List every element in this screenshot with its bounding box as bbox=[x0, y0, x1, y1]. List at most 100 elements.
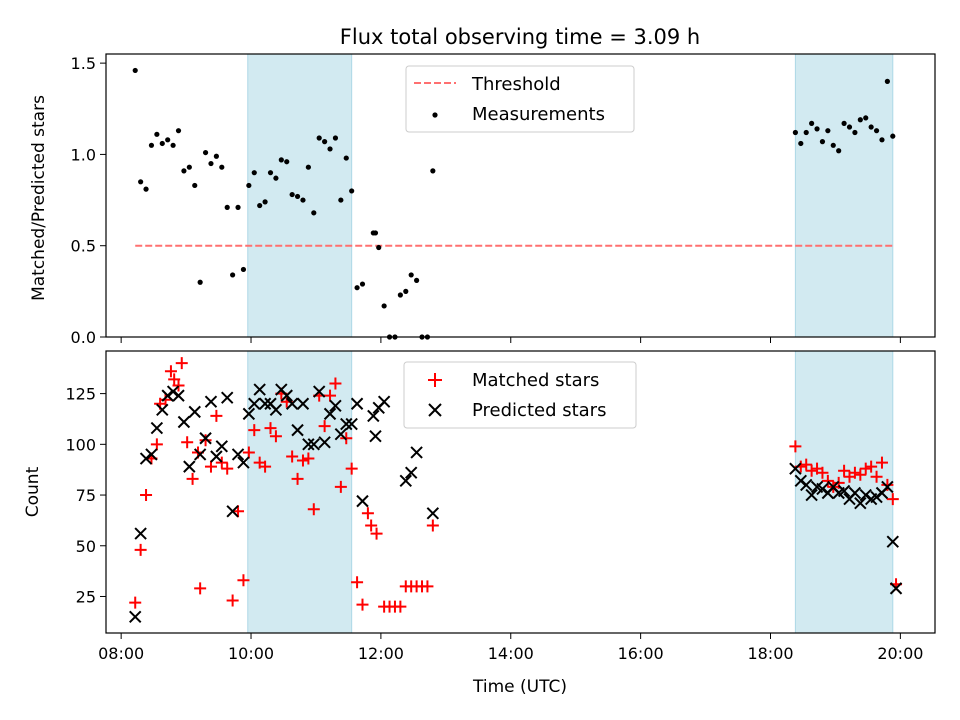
matched-star-marker bbox=[286, 450, 299, 463]
measurement-point bbox=[219, 164, 225, 170]
predicted-star-marker bbox=[377, 395, 391, 408]
predicted-star-marker bbox=[886, 535, 899, 548]
predicted-star-marker bbox=[156, 403, 169, 417]
measurement-point bbox=[372, 230, 379, 236]
measurement-point bbox=[159, 140, 165, 147]
matched-star-marker bbox=[426, 519, 439, 532]
predicted-star-marker bbox=[356, 494, 369, 508]
predicted-star-marker bbox=[296, 397, 310, 410]
measurement-point bbox=[246, 182, 252, 189]
predicted-star-marker bbox=[302, 438, 315, 451]
bottom-x-tick-label: 14:00 bbox=[488, 644, 534, 663]
measurement-point bbox=[414, 277, 420, 283]
matched-star-marker bbox=[140, 489, 153, 502]
legend-predicted-label: Predicted stars bbox=[472, 400, 606, 421]
predicted-star-marker bbox=[805, 488, 818, 502]
predicted-star-marker bbox=[340, 417, 353, 431]
top-y-tick-label: 1.5 bbox=[71, 54, 96, 73]
predicted-star-marker bbox=[269, 403, 283, 417]
matched-star-marker bbox=[361, 507, 374, 520]
matched-star-marker bbox=[296, 454, 309, 467]
measurement-point bbox=[148, 142, 155, 148]
predicted-star-marker bbox=[231, 448, 245, 461]
measurement-point bbox=[819, 139, 826, 145]
predicted-star-marker bbox=[199, 432, 212, 445]
predicted-star-marker bbox=[204, 395, 218, 408]
predicted-star-marker bbox=[188, 405, 201, 419]
matched-star-marker bbox=[302, 452, 315, 465]
predicted-star-marker bbox=[367, 409, 380, 423]
measurement-point bbox=[381, 303, 387, 309]
bottom-x-tick-label: 10:00 bbox=[228, 644, 274, 663]
matched-star-marker bbox=[159, 393, 172, 406]
predicted-star-marker bbox=[221, 391, 234, 404]
bottom-x-tick-label: 18:00 bbox=[747, 644, 793, 663]
chart-title: Flux total observing time = 3.09 h bbox=[340, 25, 700, 49]
matched-star-marker bbox=[221, 462, 234, 475]
matched-star-marker bbox=[199, 434, 212, 447]
predicted-star-marker bbox=[285, 397, 299, 410]
predicted-star-marker bbox=[426, 507, 440, 520]
measurement-point bbox=[230, 272, 236, 278]
measurement-point bbox=[192, 182, 198, 189]
matched-star-marker bbox=[172, 379, 185, 392]
x-axis-label: Time (UTC) bbox=[472, 677, 567, 697]
measurement-point bbox=[289, 191, 295, 198]
matched-star-marker bbox=[848, 466, 861, 479]
predicted-star-marker bbox=[345, 417, 358, 431]
measurement-point bbox=[809, 120, 815, 126]
matched-star-marker bbox=[865, 460, 878, 473]
measurement-point bbox=[430, 168, 436, 174]
legend-predicted-swatch bbox=[428, 403, 442, 417]
bottom-y-tick-label: 125 bbox=[65, 385, 96, 404]
bottom-x-tick-label: 16:00 bbox=[618, 644, 664, 663]
measurement-point bbox=[376, 244, 382, 251]
matched-star-marker bbox=[264, 422, 277, 435]
matched-star-marker bbox=[194, 582, 207, 595]
matched-star-marker bbox=[365, 519, 378, 532]
measurement-point bbox=[175, 128, 182, 134]
matched-star-marker bbox=[307, 503, 320, 516]
predicted-star-marker bbox=[248, 397, 261, 410]
predicted-star-marker bbox=[410, 446, 423, 459]
matched-star-marker bbox=[875, 456, 888, 469]
bottom-y-tick-label: 50 bbox=[76, 537, 96, 556]
measurement-point bbox=[213, 153, 219, 159]
legend-matched-swatch bbox=[428, 373, 442, 387]
predicted-star-marker bbox=[258, 397, 272, 410]
matched-star-marker bbox=[204, 460, 217, 473]
predicted-star-marker bbox=[242, 407, 256, 421]
matched-star-marker bbox=[129, 596, 142, 609]
measurement-point bbox=[224, 204, 230, 210]
predicted-star-marker bbox=[291, 423, 304, 437]
predicted-star-marker bbox=[800, 478, 813, 492]
measurement-point bbox=[257, 202, 263, 209]
matched-star-marker bbox=[181, 436, 194, 449]
matched-star-marker bbox=[186, 472, 199, 485]
matched-star-marker bbox=[394, 600, 407, 613]
top-shaded-span bbox=[794, 53, 894, 338]
measurement-point bbox=[165, 137, 171, 143]
measurement-point bbox=[284, 159, 290, 165]
measurement-point bbox=[278, 157, 284, 163]
measurement-point bbox=[852, 129, 858, 136]
matched-star-marker bbox=[134, 543, 147, 556]
measurement-point bbox=[803, 129, 809, 136]
measurement-point bbox=[830, 142, 836, 148]
measurement-point bbox=[311, 210, 317, 216]
legend-matched-label: Matched stars bbox=[472, 370, 599, 391]
predicted-star-marker bbox=[253, 383, 266, 396]
matched-star-marker bbox=[838, 464, 851, 477]
measurement-point bbox=[154, 131, 160, 137]
matched-star-marker bbox=[318, 420, 331, 433]
measurement-point bbox=[857, 117, 863, 123]
bottom-panel: 25 50 75 100 125 08:00 10:00 12:00 14:00 16:00 18:… bbox=[65, 350, 936, 663]
measurement-point bbox=[197, 279, 203, 285]
predicted-star-marker bbox=[307, 438, 320, 451]
predicted-star-marker bbox=[183, 460, 196, 473]
predicted-star-marker bbox=[881, 480, 894, 494]
predicted-star-marker bbox=[323, 407, 337, 421]
measurement-point bbox=[273, 175, 279, 181]
matched-star-marker bbox=[324, 389, 337, 402]
measurement-point bbox=[403, 288, 409, 294]
